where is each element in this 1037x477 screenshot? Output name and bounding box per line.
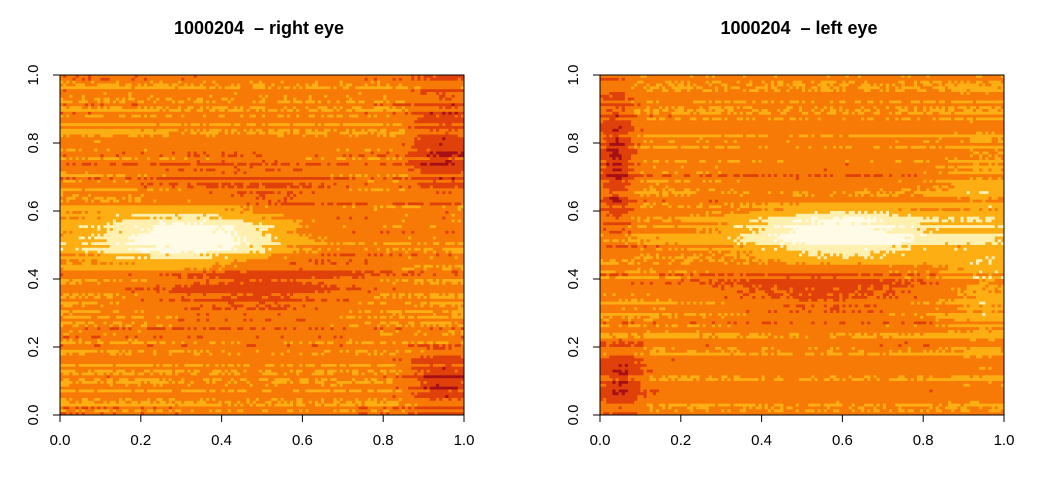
x-tick-label: 0.4 <box>751 432 772 449</box>
y-tick-label: 0.2 <box>565 337 582 358</box>
x-tick-label: 0.6 <box>832 432 853 449</box>
x-tick-label: 0.4 <box>211 432 232 449</box>
chart-panel-left-eye: 1000204 – left eye 0.0 0.2 0.4 0.6 0.8 1.0 0.0… <box>540 0 1037 477</box>
y-tick-label: 0.4 <box>25 269 42 290</box>
x-tick-label: 1.0 <box>994 432 1015 449</box>
x-tick-label: 0.6 <box>292 432 313 449</box>
x-tick-label: 1.0 <box>454 432 475 449</box>
x-tick-label: 0.8 <box>913 432 934 449</box>
y-tick-label: 0.6 <box>25 201 42 222</box>
heatmap-cells <box>60 75 465 416</box>
y-tick-label: 0.8 <box>25 133 42 154</box>
y-tick-label: 0.0 <box>25 405 42 426</box>
x-tick-label: 0.2 <box>130 432 151 449</box>
x-tick-label: 0.0 <box>50 432 71 449</box>
x-tick-label: 0.2 <box>670 432 691 449</box>
chart-title: 1000204 – left eye <box>540 18 1037 39</box>
plot-frame <box>599 74 1005 416</box>
heatmap-cells <box>600 75 1005 416</box>
x-tick-label: 0.8 <box>373 432 394 449</box>
chart-title: 1000204 – right eye <box>0 18 518 39</box>
heatmap-plot: 0.0 0.2 0.4 0.6 0.8 1.0 0.0 0.2 0.4 0.6 0.8 1.0 <box>25 65 475 449</box>
y-tick-label: 0.0 <box>565 405 582 426</box>
y-tick-label: 1.0 <box>25 65 42 86</box>
y-tick-label: 0.4 <box>565 269 582 290</box>
y-tick-label: 1.0 <box>565 65 582 86</box>
heatmap-plot: 0.0 0.2 0.4 0.6 0.8 1.0 0.0 0.2 0.4 0.6 0.8 1.0 <box>565 65 1015 449</box>
y-tick-label: 0.2 <box>25 337 42 358</box>
y-tick-label: 0.6 <box>565 201 582 222</box>
plot-frame <box>59 74 465 416</box>
chart-panel-right-eye: 1000204 – right eye 0.0 0.2 0.4 0.6 0.8 1.0 0.… <box>0 0 518 477</box>
x-tick-label: 0.0 <box>590 432 611 449</box>
y-tick-label: 0.8 <box>565 133 582 154</box>
